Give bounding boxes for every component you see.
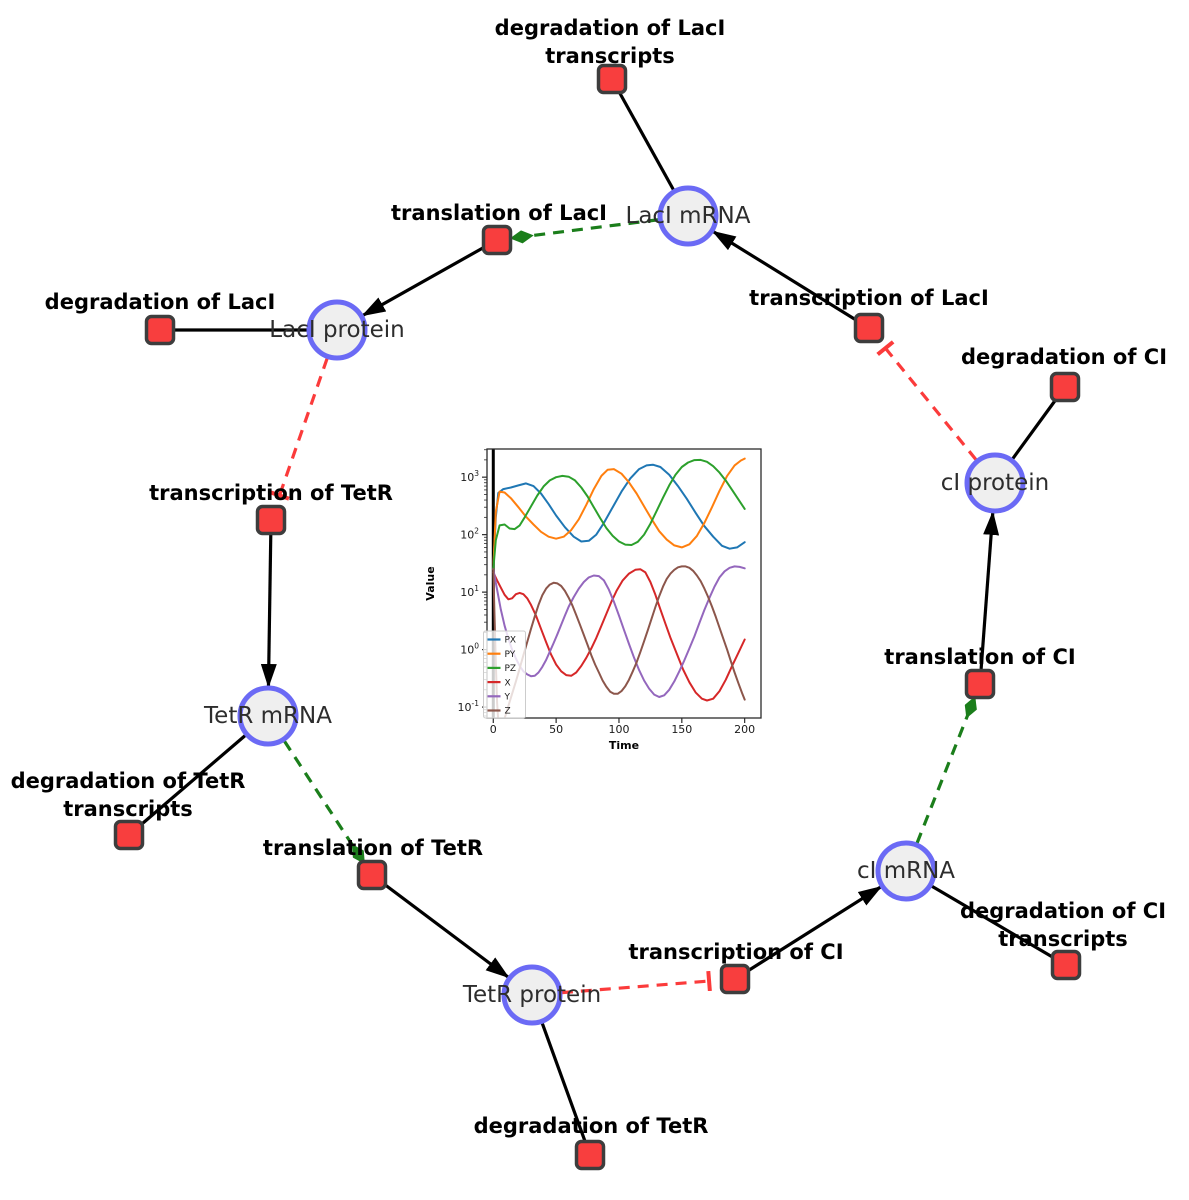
reaction-label-deg_ci_tx-line0: degradation of CI — [960, 899, 1166, 923]
edge-consumption-tetr_mrna-deg_tetr_tx — [139, 734, 247, 827]
species-label-tetr_protein: TetR protein — [462, 982, 601, 1008]
reaction-node-translation_ci — [964, 668, 996, 700]
inset-chart: 0 50 100 150 200 10-1 100 101 102 103 Time Value PX P… — [424, 448, 762, 752]
series-line-X — [492, 568, 746, 702]
reaction-label-translation_ci-line0: translation of CI — [884, 645, 1075, 669]
reaction-label-deg_laci_tx-line0: degradation of LacI — [495, 16, 726, 40]
edge-consumption-tetr_protein-deg_tetr — [540, 1022, 587, 1142]
series-line-PZ — [492, 458, 746, 571]
legend-label-Z: Z — [505, 707, 511, 717]
edge-inhibition-tetr_protein-transcription_ci — [561, 970, 712, 995]
edge-modifier-laci_mrna-translation_laci — [509, 218, 659, 244]
x-tick-label: 150 — [671, 723, 692, 736]
reaction-label-transcription_ci-line0: transcription of CI — [628, 940, 843, 964]
edge-consumption-ci_protein-deg_ci — [1011, 398, 1058, 460]
legend-label-PY: PY — [505, 650, 516, 660]
edge-layer — [139, 91, 1058, 1142]
reaction-node-deg_ci — [1049, 371, 1081, 403]
node-layer — [113, 63, 1082, 1171]
x-tick-label: 0 — [490, 723, 497, 736]
species-node-laci_protein — [306, 299, 368, 361]
species-label-ci_protein: cI protein — [941, 470, 1050, 496]
label-layer: LacI mRNA LacI protein TetR mRNA TetR prote… — [11, 16, 1167, 1138]
axes-spines — [486, 448, 762, 719]
y-axis-title: Value — [424, 566, 437, 600]
reaction-label-transcription_tetr-line0: transcription of TetR — [149, 481, 393, 505]
edge-production-translation_tetr-tetr_protein — [383, 882, 510, 979]
reaction-label-deg_ci-line0: degradation of CI — [961, 345, 1167, 369]
legend-label-PZ: PZ — [505, 664, 517, 674]
reaction-label-translation_laci-line0: translation of LacI — [391, 201, 607, 225]
x-tick-label: 200 — [734, 723, 755, 736]
x-tick-label: 50 — [549, 723, 563, 736]
legend-label-Y: Y — [504, 693, 511, 703]
species-label-ci_mrna: cI mRNA — [857, 858, 955, 884]
reaction-label-deg_tetr-line0: degradation of TetR — [474, 1114, 709, 1138]
reaction-node-transcription_tetr — [255, 504, 287, 536]
species-label-laci_mrna: LacI mRNA — [626, 203, 751, 229]
y-tick-label: 103 — [460, 469, 479, 484]
edge-production-transcription_laci-laci_mrna — [711, 230, 858, 322]
reaction-label-deg_ci_tx-line1: transcripts — [998, 927, 1128, 951]
reaction-node-transcription_laci — [853, 312, 885, 344]
series-line-Y — [492, 565, 746, 698]
x-axis-title: Time — [609, 739, 639, 752]
edge-production-transcription_tetr-tetr_mrna — [260, 534, 277, 689]
reaction-node-translation_laci — [481, 224, 513, 256]
edge-consumption-laci_mrna-deg_laci_tx — [617, 91, 675, 191]
edge-inhibition-ci_protein-transcription_laci — [876, 340, 978, 461]
reaction-label-deg_tetr_tx-line0: degradation of TetR — [11, 769, 246, 793]
legend-label-X: X — [505, 678, 511, 688]
species-node-ci_protein — [964, 452, 1026, 514]
species-node-tetr_mrna — [237, 685, 299, 747]
x-tick-label: 100 — [608, 723, 629, 736]
reaction-label-deg_laci-line0: degradation of LacI — [45, 290, 276, 314]
reaction-label-deg_tetr_tx-line1: transcripts — [63, 797, 193, 821]
y-tick-label: 101 — [460, 584, 479, 599]
edge-production-translation_laci-laci_protein — [361, 245, 485, 317]
reaction-node-transcription_ci — [719, 963, 751, 995]
edge-consumption-ci_mrna-deg_ci_tx — [931, 884, 1054, 959]
edge-modifier-tetr_mrna-translation_tetr — [283, 740, 366, 865]
reaction-node-translation_tetr — [356, 859, 388, 891]
y-tick-label: 10-1 — [458, 699, 480, 714]
edge-modifier-ci_mrna-translation_ci — [915, 696, 977, 844]
edge-production-translation_ci-ci_protein — [979, 510, 1000, 670]
y-tick-label: 102 — [460, 527, 479, 542]
species-node-tetr_protein — [501, 964, 563, 1026]
reaction-node-deg_laci_tx — [596, 63, 628, 95]
reaction-node-deg_laci — [144, 314, 176, 346]
species-label-laci_protein: LacI protein — [269, 317, 404, 343]
reaction-label-deg_laci_tx-line1: transcripts — [545, 44, 675, 68]
reaction-label-transcription_laci-line0: transcription of LacI — [749, 286, 989, 310]
reaction-node-deg_tetr — [574, 1139, 606, 1171]
series-line-PX — [492, 463, 746, 571]
reaction-label-translation_tetr-line0: translation of TetR — [263, 836, 483, 860]
reaction-node-deg_ci_tx — [1050, 949, 1082, 981]
legend-label-PX: PX — [505, 636, 517, 646]
species-label-tetr_mrna: TetR mRNA — [203, 703, 332, 729]
species-node-laci_mrna — [657, 185, 719, 247]
species-node-ci_mrna — [875, 840, 937, 902]
reaction-node-deg_tetr_tx — [113, 819, 145, 851]
edge-production-transcription_ci-ci_mrna — [746, 885, 883, 973]
edge-inhibition-laci_protein-transcription_tetr — [269, 357, 329, 501]
y-tick-label: 100 — [460, 642, 479, 657]
